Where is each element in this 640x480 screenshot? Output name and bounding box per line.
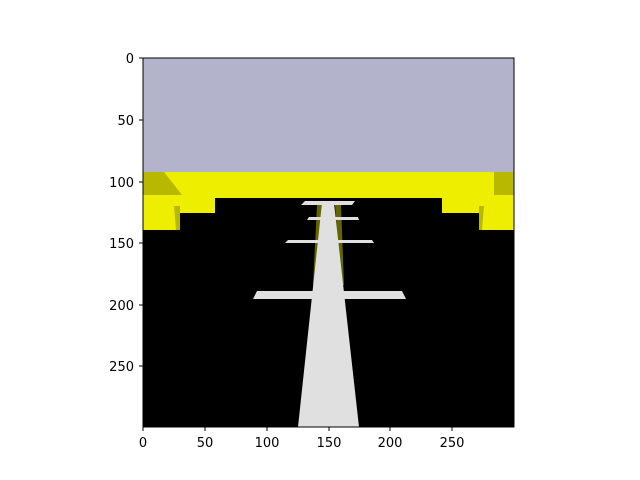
left-barrier-inner-shade [174,206,180,230]
x-axis: 0 50 100 150 200 250 [139,427,465,451]
game-frame [143,58,514,427]
sky [143,58,514,172]
x-tick-label: 200 [378,436,403,451]
cross-marking-near [253,291,406,299]
y-tick-label: 50 [117,114,134,129]
cross-marking-1 [307,217,359,220]
right-barrier-inner-shade [479,206,484,230]
x-tick-label: 0 [139,436,147,451]
left-barrier-shade [143,172,164,195]
x-tick-label: 150 [317,436,342,451]
x-tick-label: 50 [197,436,214,451]
left-barrier-shade-edge [164,172,182,195]
x-tick-label: 100 [255,436,280,451]
far-barrier [143,172,514,198]
center-line [298,203,359,427]
cross-marking-far [301,201,355,205]
right-barrier-outer [480,195,514,230]
y-tick-label: 200 [109,299,134,314]
y-tick-label: 250 [109,360,134,375]
y-tick-label: 150 [109,237,134,252]
y-tick-label: 0 [126,52,134,67]
right-barrier-inner [442,195,480,213]
cross-marking-2 [285,240,374,243]
y-axis: 0 50 100 150 200 250 [109,52,143,375]
left-barrier-inner [177,195,215,213]
x-tick-label: 250 [440,436,465,451]
y-tick-label: 100 [109,176,134,191]
right-barrier-shade [494,172,514,195]
lane-shadow-right [335,205,344,285]
left-barrier-outer [143,195,177,230]
